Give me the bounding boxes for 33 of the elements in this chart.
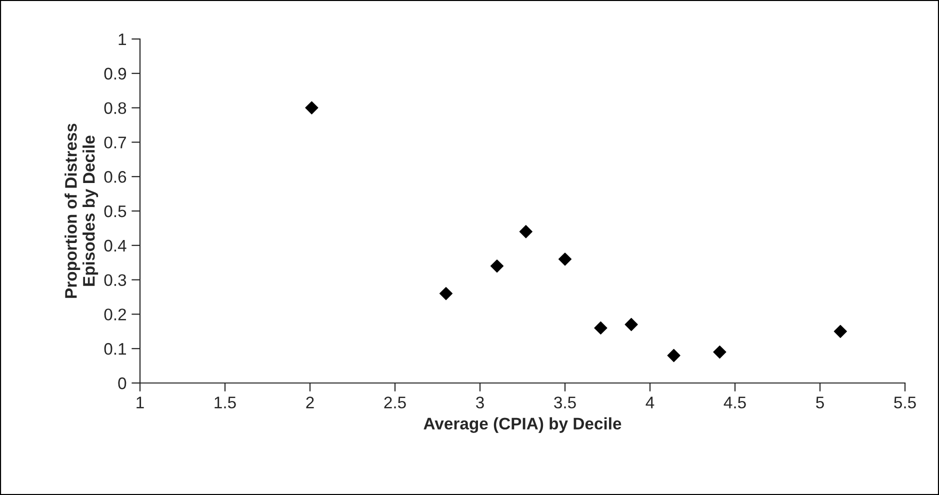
point [713,345,726,359]
y-tick-label: 0.9 [104,68,126,80]
point [439,286,453,300]
y-tick-label: 0 [118,377,126,390]
point [624,318,638,332]
point [305,101,318,114]
point [519,225,532,238]
x-tick-label: 4.5 [724,396,746,408]
x-tick-label: 5 [816,396,824,408]
y-tick-label: 0.6 [104,171,126,183]
point [667,348,680,362]
x-tick-label: 3 [476,396,484,408]
y-axis-title: Proportion of Distress Episodes by Decile [64,124,98,298]
x-tick-label: 3.5 [554,396,576,408]
y-tick-label: 0.2 [104,308,126,320]
point [490,259,504,273]
y-tick-label: 0.3 [104,274,126,286]
x-tick-label: 2 [306,396,314,408]
y-tick-label: 0.1 [104,343,126,355]
point [594,321,608,335]
x-tick-label: 4 [646,396,654,408]
y-tick-label: 0.7 [104,136,126,148]
x-tick-label: 1.5 [214,396,236,408]
y-tick-label: 1 [118,34,126,46]
point [558,252,572,266]
point [834,324,847,338]
y-tick-label: 0.4 [104,240,126,252]
x-tick-label: 2.5 [384,396,406,408]
y-tick-label: 0.8 [104,102,126,114]
x-axis-title: Average (CPIA) by Decile [424,417,622,433]
x-tick-label: 5.5 [894,396,916,408]
y-tick-label: 0.5 [104,205,126,218]
x-tick-label: 1 [136,396,144,408]
